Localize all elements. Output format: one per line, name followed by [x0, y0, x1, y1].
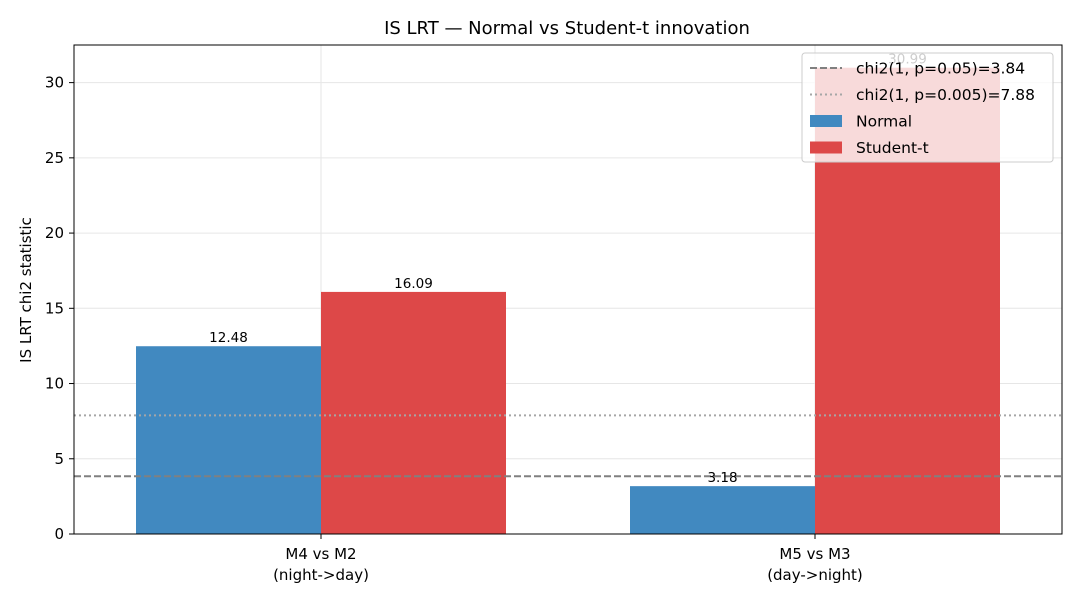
bar-value-label: 16.09: [394, 276, 433, 292]
y-tick-label: 5: [54, 450, 64, 468]
legend-label: Normal: [856, 113, 912, 131]
legend-box: [801, 52, 1054, 163]
bar: [321, 291, 506, 534]
y-tick-label: 20: [45, 224, 64, 242]
bar-value-label: 3.18: [707, 470, 737, 486]
legend-swatch: [810, 141, 842, 154]
y-tick-label: 30: [45, 74, 64, 92]
plot-frame: [73, 44, 1063, 535]
reference-lines: [74, 414, 1062, 478]
x-tick-label: M5 vs M3 (day->night): [767, 545, 863, 584]
x-tick-label: M4 vs M2 (night->day): [273, 545, 369, 584]
y-tick-label: 0: [54, 525, 64, 543]
y-tick-label: 10: [45, 375, 64, 393]
bar: [136, 346, 321, 534]
axis-ticks: 0 5 10 15 20 25 30 M4 vs M2 (night->day) M5 vs M3…: [45, 74, 863, 584]
bar: [630, 486, 815, 534]
legend-label: Student-t: [856, 139, 929, 157]
legend-swatch: [810, 115, 842, 127]
chart-title: IS LRT — Normal vs Student-t innovation: [384, 18, 750, 39]
y-tick-label: 25: [45, 149, 64, 167]
bar-value-label: 12.48: [209, 330, 248, 346]
y-tick-label: 15: [45, 299, 64, 317]
legend: chi2(1, p=0.05)=3.84 chi2(1, p=0.005)=7.8…: [801, 52, 1054, 163]
legend-label: chi2(1, p=0.05)=3.84: [856, 60, 1025, 78]
legend-label: chi2(1, p=0.005)=7.88: [856, 86, 1035, 104]
y-axis-label: IS LRT chi2 statistic: [17, 217, 35, 363]
